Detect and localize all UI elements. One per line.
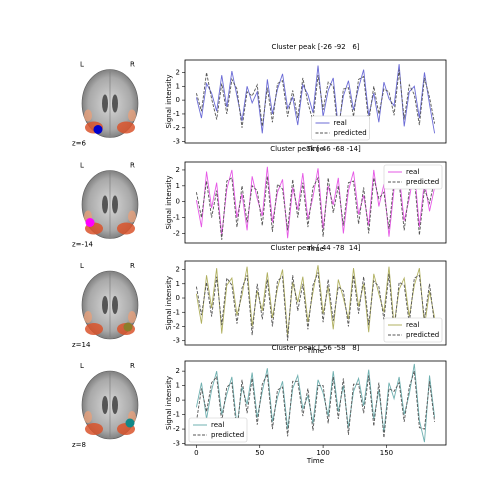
ventricle	[102, 296, 108, 314]
activation	[85, 423, 103, 435]
brain-slice	[81, 370, 139, 440]
activation	[84, 311, 92, 323]
chart-title: Cluster peak [-26 -92 6]	[271, 43, 359, 51]
left-label: L	[80, 61, 84, 69]
activation	[117, 222, 135, 235]
real-line	[195, 64, 436, 134]
y-tick-label: -1	[173, 110, 180, 118]
y-tick-label: 0	[176, 396, 180, 404]
activation	[128, 109, 136, 122]
ventricle	[112, 195, 118, 214]
y-tick-label: 1	[176, 280, 180, 288]
y-tick-label: 1	[176, 82, 180, 90]
right-label: R	[130, 162, 135, 170]
slice-label: z=8	[72, 441, 86, 449]
predicted-line	[195, 371, 436, 438]
y-tick-label: 1	[176, 382, 180, 390]
legend-label: real	[211, 421, 224, 429]
legend-label: predicted	[406, 331, 439, 339]
activation	[84, 109, 92, 122]
x-tick-label: 150	[380, 449, 393, 457]
x-axis-label: Time	[306, 245, 324, 253]
legend-label: real	[406, 168, 419, 176]
y-axis-label: Signal intensity	[165, 74, 173, 128]
left-label: L	[80, 162, 84, 170]
legend-label: real	[334, 119, 347, 127]
activation	[128, 210, 136, 223]
ventricle	[112, 94, 118, 113]
slice-label: z=6	[72, 140, 87, 148]
legend-box	[383, 317, 443, 343]
y-tick-label: -3	[173, 337, 180, 345]
predicted-line	[195, 69, 436, 135]
y-axis-label: Signal intensity	[165, 276, 173, 330]
activation	[128, 311, 136, 323]
cluster-peak	[125, 418, 135, 428]
y-tick-label: -1	[173, 308, 180, 316]
cluster-peak	[85, 218, 95, 227]
x-tick-label: 100	[316, 449, 329, 457]
y-tick-label: -3	[173, 138, 180, 146]
y-tick-label: -1	[173, 411, 180, 419]
x-axis-label: Time	[306, 145, 324, 153]
y-axis-label: Signal intensity	[165, 376, 173, 430]
ventricle	[102, 195, 108, 214]
y-tick-label: 2	[176, 68, 180, 76]
x-tick-label: 0	[194, 449, 198, 457]
y-tick-label: -1	[173, 214, 180, 222]
y-tick-label: -2	[173, 229, 180, 237]
left-label: L	[80, 262, 84, 270]
legend-label: real	[406, 321, 419, 329]
y-tick-label: 0	[176, 294, 180, 302]
y-tick-label: 2	[176, 166, 180, 174]
legend-box	[383, 164, 443, 190]
chart-title: Cluster peak [ 56 -58 8]	[272, 344, 360, 352]
right-label: R	[130, 61, 135, 69]
y-tick-label: 2	[176, 367, 180, 375]
y-tick-label: 0	[176, 96, 180, 104]
brain-slice	[81, 270, 139, 340]
y-tick-label: 0	[176, 198, 180, 206]
cluster-peak	[123, 322, 133, 332]
ventricle	[112, 296, 118, 314]
ventricle	[102, 94, 108, 113]
brain-slice	[81, 69, 139, 138]
y-tick-label: 2	[176, 266, 180, 274]
legend-box	[311, 115, 370, 141]
y-tick-label: -2	[173, 322, 180, 330]
cluster-peak	[93, 125, 103, 134]
right-label: R	[130, 262, 135, 270]
activation	[84, 411, 92, 423]
left-label: L	[80, 362, 84, 370]
y-tick-label: -3	[173, 440, 180, 448]
legend-label: predicted	[406, 178, 439, 186]
ventricle	[102, 396, 108, 414]
chart-title: Cluster peak [ 44 -78 14]	[271, 244, 361, 252]
ventricle	[112, 396, 118, 414]
brain-slice	[81, 170, 139, 239]
chart-title: Cluster peak [-46 -68 -14]	[270, 145, 361, 153]
y-tick-label: -2	[173, 124, 180, 132]
legend-label: predicted	[211, 431, 244, 439]
legend-box	[188, 417, 248, 443]
slice-label: z=-14	[72, 241, 94, 249]
legend-label: predicted	[334, 129, 367, 137]
x-tick-label: 50	[255, 449, 264, 457]
activation	[117, 121, 135, 134]
right-label: R	[130, 362, 135, 370]
y-tick-label: 1	[176, 182, 180, 190]
x-axis-label: Time	[306, 347, 324, 355]
y-tick-label: -2	[173, 425, 180, 433]
y-axis-label: Signal intensity	[165, 175, 173, 229]
activation	[85, 323, 103, 335]
x-axis-label: Time	[306, 457, 324, 465]
slice-label: z=14	[72, 341, 91, 349]
